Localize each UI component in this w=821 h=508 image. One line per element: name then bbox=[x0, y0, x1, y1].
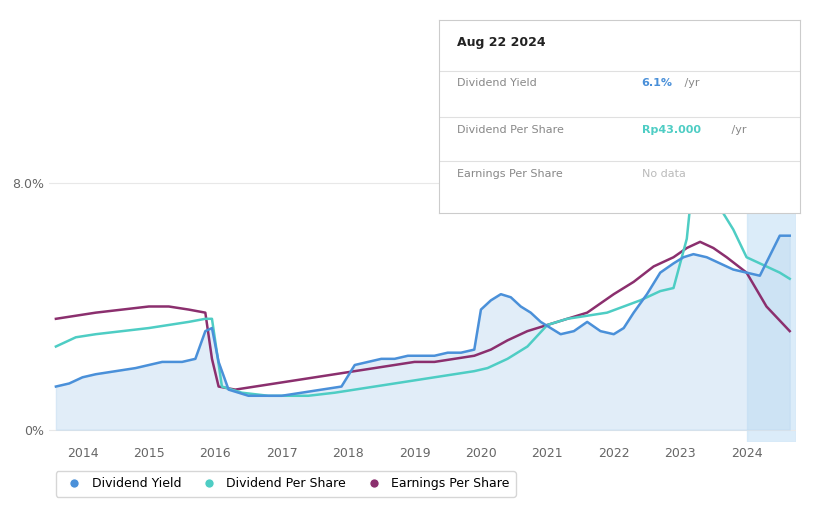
Text: Past: Past bbox=[750, 144, 774, 157]
Text: Earnings Per Share: Earnings Per Share bbox=[457, 169, 563, 179]
Text: Dividend Yield: Dividend Yield bbox=[457, 78, 537, 88]
Text: Aug 22 2024: Aug 22 2024 bbox=[457, 36, 546, 49]
Text: 6.1%: 6.1% bbox=[641, 78, 672, 88]
Bar bbox=[746, 137, 796, 442]
Text: Rp43.000: Rp43.000 bbox=[641, 124, 700, 135]
Legend: Dividend Yield, Dividend Per Share, Earnings Per Share: Dividend Yield, Dividend Per Share, Earn… bbox=[56, 471, 516, 497]
Text: /yr: /yr bbox=[681, 78, 699, 88]
Text: Dividend Per Share: Dividend Per Share bbox=[457, 124, 564, 135]
Text: /yr: /yr bbox=[728, 124, 747, 135]
Text: No data: No data bbox=[641, 169, 686, 179]
